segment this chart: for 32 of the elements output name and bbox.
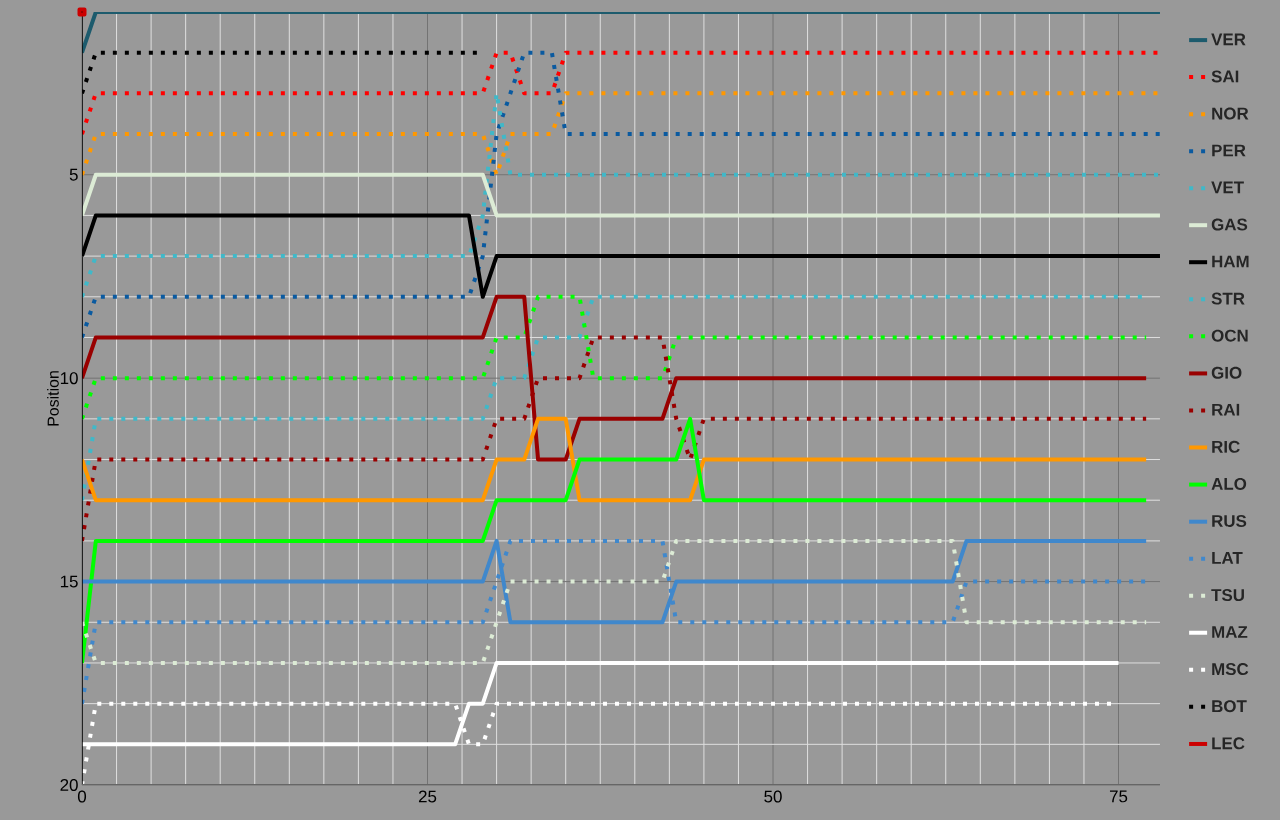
line-series [82, 50, 1160, 340]
x-tick-label: 25 [418, 790, 437, 803]
legend-label: TSU [1211, 589, 1244, 602]
legend-label: ALO [1211, 477, 1247, 490]
legend-label: RIC [1212, 440, 1240, 453]
legend-label: GAS [1211, 218, 1248, 231]
legend-label: OCN [1211, 329, 1248, 342]
legend-label: MAZ [1212, 626, 1248, 638]
legend-label: VET [1211, 181, 1244, 194]
legend-label: LAT [1212, 552, 1243, 564]
x-tick-label: 50 [764, 790, 782, 803]
legend-label: BOT [1212, 700, 1247, 713]
legend-label: GIO [1211, 366, 1242, 379]
legend-label: STR [1211, 292, 1245, 305]
legend-label: LEC [1212, 737, 1245, 750]
y-tick-label: 20 [60, 779, 78, 792]
y-tick-label: 10 [60, 372, 78, 385]
legend-label: PER [1212, 144, 1246, 157]
legend-label: HAM [1212, 255, 1249, 268]
legend-label: RAI [1212, 403, 1240, 416]
legend-label: RUS [1212, 515, 1247, 528]
x-tick-label: 0 [77, 790, 87, 803]
legend-label: MSC [1212, 663, 1249, 676]
y-tick-label: 15 [60, 575, 78, 588]
y-axis-title: Position [47, 371, 59, 426]
legend-label: VER [1211, 33, 1246, 46]
line-series [82, 294, 1149, 421]
y-tick-label: 5 [69, 168, 78, 181]
line-series [82, 416, 1149, 665]
x-tick-label: 75 [1109, 790, 1128, 803]
legend-label: SAI [1211, 70, 1239, 83]
legend-label: NOR [1212, 107, 1249, 120]
